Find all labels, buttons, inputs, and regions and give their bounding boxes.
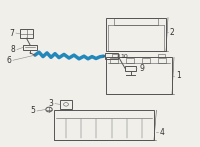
Text: 2: 2 [170,28,175,37]
Bar [110,58,118,63]
Bar [106,18,166,51]
Bar [54,110,154,140]
Text: 5: 5 [30,106,35,116]
Bar [158,58,166,63]
Bar [20,29,33,38]
Bar [106,57,172,94]
Bar [114,18,158,25]
Text: 4: 4 [160,128,165,137]
Bar [125,66,136,71]
Text: 3: 3 [48,99,53,108]
Text: 10: 10 [120,54,128,59]
Text: 1: 1 [176,71,181,80]
Text: 6: 6 [6,56,11,65]
Bar [142,58,150,63]
Bar [112,54,119,57]
Bar [126,58,134,63]
Bar [158,54,165,57]
Bar [60,100,72,109]
Text: 7: 7 [9,29,14,38]
Text: 9: 9 [139,64,144,73]
Bar [23,45,37,50]
Bar [105,53,118,59]
Text: 8: 8 [10,45,15,54]
